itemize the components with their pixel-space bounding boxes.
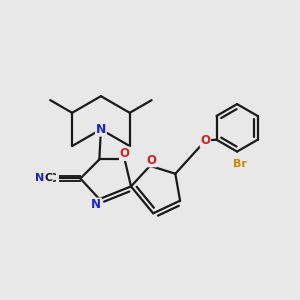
Text: O: O: [120, 147, 130, 160]
Text: O: O: [200, 134, 210, 147]
Text: O: O: [147, 154, 157, 166]
Text: N: N: [96, 123, 106, 136]
Text: N: N: [34, 173, 44, 184]
Text: C: C: [47, 172, 56, 185]
Text: Br: Br: [233, 158, 247, 169]
Text: N: N: [91, 198, 101, 211]
Text: C: C: [45, 173, 53, 184]
